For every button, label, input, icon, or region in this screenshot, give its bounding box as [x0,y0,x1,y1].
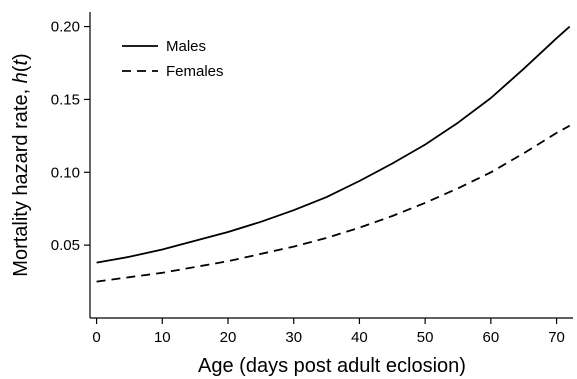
x-axis-title: Age (days post adult eclosion) [198,355,466,377]
x-tick-label: 10 [154,329,171,346]
y-ticks: 0.05 0.10 0.15 0.20 [51,19,90,254]
y-axis-title-paren-open: ( [10,65,32,72]
y-axis-title: Mortality hazard rate, h(t) [10,53,32,276]
x-tick-label: 40 [351,329,368,346]
y-tick-label: 0.05 [51,237,80,254]
y-axis-title-prefix: Mortality hazard rate, [10,83,32,276]
legend-label-males: Males [166,38,206,55]
x-tick-label: 60 [483,329,500,346]
x-tick-label: 0 [92,329,100,346]
x-ticks: 0 10 20 30 40 50 60 70 [92,318,565,346]
y-axis-title-var: h [10,72,32,83]
x-tick-label: 50 [417,329,434,346]
y-tick-label: 0.15 [51,91,80,108]
y-tick-label: 0.20 [51,19,80,36]
series-line-males [96,25,571,264]
legend-label-females: Females [166,63,224,80]
x-tick-label: 20 [220,329,237,346]
x-tick-label: 30 [285,329,302,346]
x-tick-label: 70 [548,329,565,346]
legend: Males Females [122,38,224,80]
series-layer [96,25,571,283]
axes [89,12,573,319]
y-tick-label: 0.10 [51,164,80,181]
y-axis-title-arg: t [10,59,32,66]
series-line-females [96,124,571,283]
y-axis-title-paren-close: ) [10,53,32,60]
